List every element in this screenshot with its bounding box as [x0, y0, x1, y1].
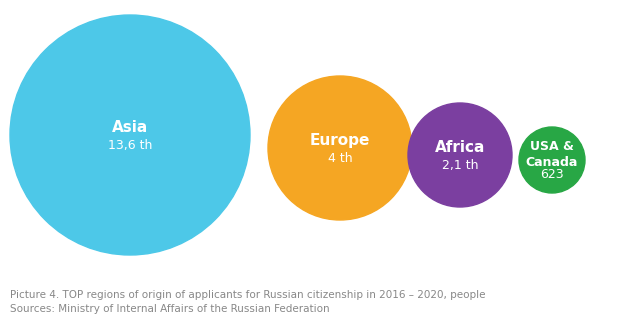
Text: Europe: Europe	[310, 133, 370, 149]
Text: Picture 4. TOP regions of origin of applicants for Russian citizenship in 2016 –: Picture 4. TOP regions of origin of appl…	[10, 290, 485, 314]
Circle shape	[408, 103, 512, 207]
Circle shape	[519, 127, 585, 193]
Text: 623: 623	[540, 168, 564, 180]
Text: Asia: Asia	[112, 120, 148, 135]
Circle shape	[268, 76, 412, 220]
Text: 2,1 th: 2,1 th	[441, 158, 478, 172]
Circle shape	[10, 15, 250, 255]
Text: USA &
Canada: USA & Canada	[526, 139, 578, 169]
Text: 4 th: 4 th	[328, 152, 352, 165]
Text: 13,6 th: 13,6 th	[108, 138, 152, 152]
Text: Africa: Africa	[435, 140, 485, 155]
